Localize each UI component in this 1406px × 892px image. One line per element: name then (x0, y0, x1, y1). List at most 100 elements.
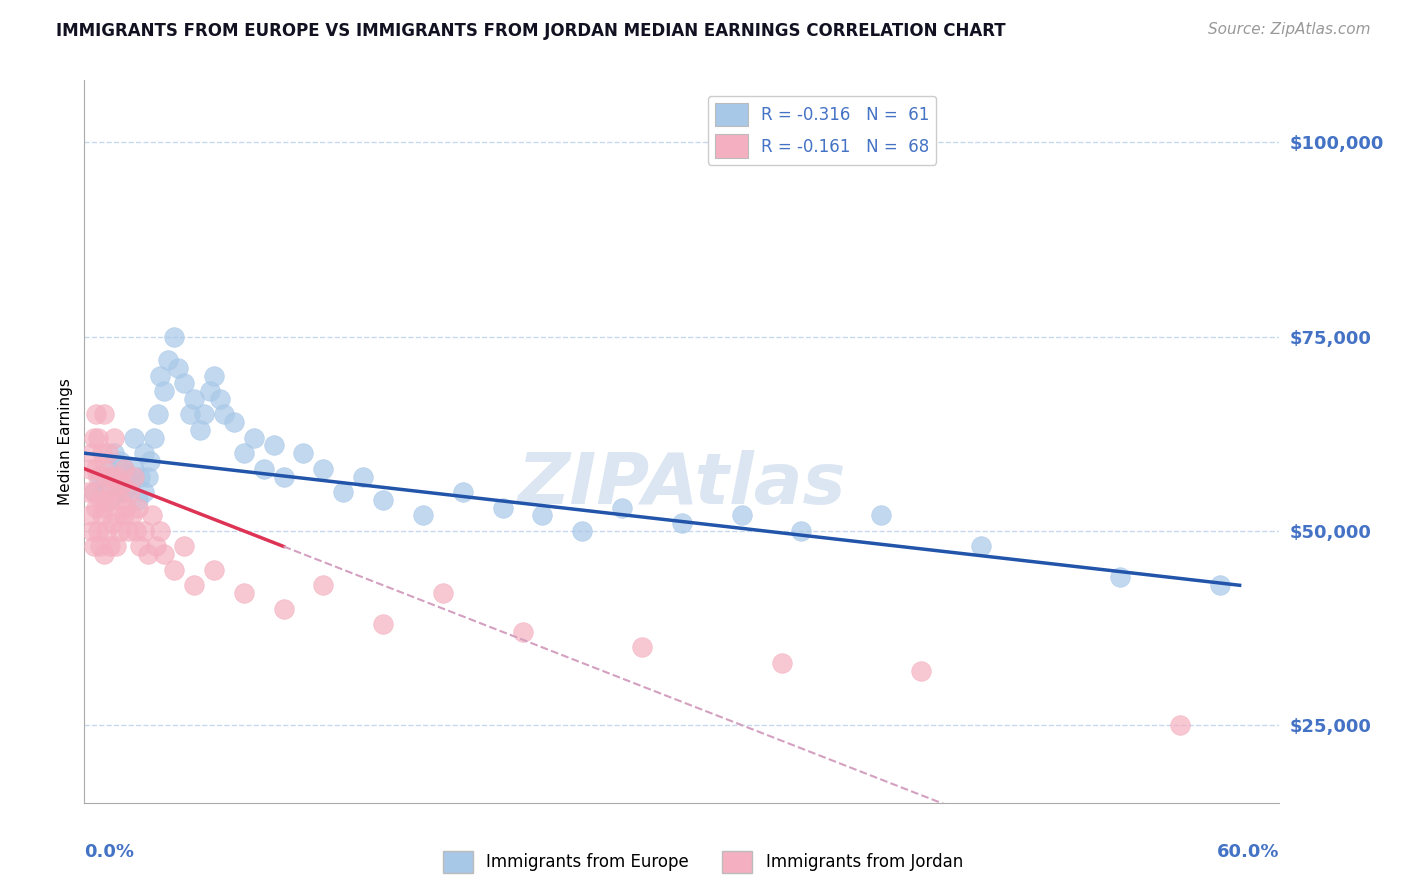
Text: 0.0%: 0.0% (84, 843, 135, 861)
Point (93, 477, 115, 491)
Point (87, 524, 110, 538)
Point (188, 423, 211, 437)
Point (179, 408, 201, 422)
Point (1168, 718, 1191, 732)
Point (87, 469, 110, 483)
Point (146, 408, 169, 422)
Point (83, 485, 105, 500)
Point (143, 431, 166, 445)
Point (103, 446, 125, 460)
Point (157, 353, 180, 368)
Point (98, 492, 121, 507)
Point (149, 524, 172, 538)
Point (212, 408, 235, 422)
Point (312, 578, 335, 592)
Point (731, 508, 754, 523)
Point (86, 461, 108, 475)
Point (127, 500, 149, 515)
Point (110, 492, 132, 507)
Point (107, 469, 129, 483)
Point (412, 508, 434, 523)
Y-axis label: Median Earnings: Median Earnings (58, 378, 73, 505)
Point (93, 408, 115, 422)
Point (91, 508, 114, 523)
Point (110, 454, 132, 468)
Point (332, 485, 354, 500)
Point (120, 485, 142, 500)
Point (98, 485, 121, 500)
Point (115, 500, 138, 515)
Point (111, 477, 134, 491)
Point (132, 485, 156, 500)
Point (136, 547, 159, 561)
Legend: R = -0.316   N =  61, R = -0.161   N =  68: R = -0.316 N = 61, R = -0.161 N = 68 (709, 95, 936, 165)
Point (112, 461, 135, 475)
Point (910, 664, 932, 678)
Text: Source: ZipAtlas.com: Source: ZipAtlas.com (1208, 22, 1371, 37)
Point (163, 563, 186, 577)
Point (83, 540, 105, 554)
Point (101, 469, 124, 483)
Point (373, 492, 395, 507)
Point (208, 392, 231, 406)
Point (86, 500, 108, 515)
Point (112, 485, 135, 500)
Point (93, 547, 115, 561)
Point (531, 508, 554, 523)
Point (97, 446, 120, 460)
Point (1109, 570, 1132, 584)
Point (97, 492, 120, 507)
Point (193, 408, 215, 422)
Point (373, 617, 395, 632)
Point (253, 461, 276, 475)
Point (82, 446, 104, 460)
Point (89, 540, 111, 554)
Point (571, 524, 593, 538)
Text: IMMIGRANTS FROM EUROPE VS IMMIGRANTS FROM JORDAN MEDIAN EARNINGS CORRELATION CHA: IMMIGRANTS FROM EUROPE VS IMMIGRANTS FRO… (56, 22, 1005, 40)
Point (198, 384, 221, 398)
Point (352, 469, 374, 483)
Point (93, 461, 115, 475)
Point (97, 461, 120, 475)
Text: 60.0%: 60.0% (1218, 843, 1279, 861)
Point (86, 408, 108, 422)
Legend: Immigrants from Europe, Immigrants from Jordan: Immigrants from Europe, Immigrants from … (436, 845, 970, 880)
Point (122, 461, 145, 475)
Point (120, 477, 142, 491)
Point (83, 485, 105, 500)
Point (173, 540, 195, 554)
Point (117, 469, 139, 483)
Point (222, 415, 245, 429)
Point (112, 508, 135, 523)
Point (1209, 578, 1232, 592)
Point (82, 524, 104, 538)
Point (232, 446, 254, 460)
Point (202, 563, 225, 577)
Point (432, 586, 454, 600)
Point (122, 431, 145, 445)
Point (770, 656, 793, 670)
Point (121, 508, 143, 523)
Point (202, 368, 225, 383)
Point (87, 431, 110, 445)
Point (183, 392, 205, 406)
Point (101, 516, 124, 530)
Point (263, 438, 285, 452)
Point (91, 446, 114, 460)
Point (112, 461, 135, 475)
Point (79, 461, 101, 475)
Point (167, 360, 190, 375)
Point (173, 376, 195, 391)
Point (132, 446, 156, 460)
Point (312, 461, 335, 475)
Point (451, 485, 474, 500)
Point (671, 516, 693, 530)
Point (105, 508, 128, 523)
Text: ZIPAtlas: ZIPAtlas (517, 450, 846, 519)
Point (183, 578, 205, 592)
Point (98, 540, 121, 554)
Point (117, 524, 139, 538)
Point (103, 431, 125, 445)
Point (132, 524, 156, 538)
Point (136, 469, 159, 483)
